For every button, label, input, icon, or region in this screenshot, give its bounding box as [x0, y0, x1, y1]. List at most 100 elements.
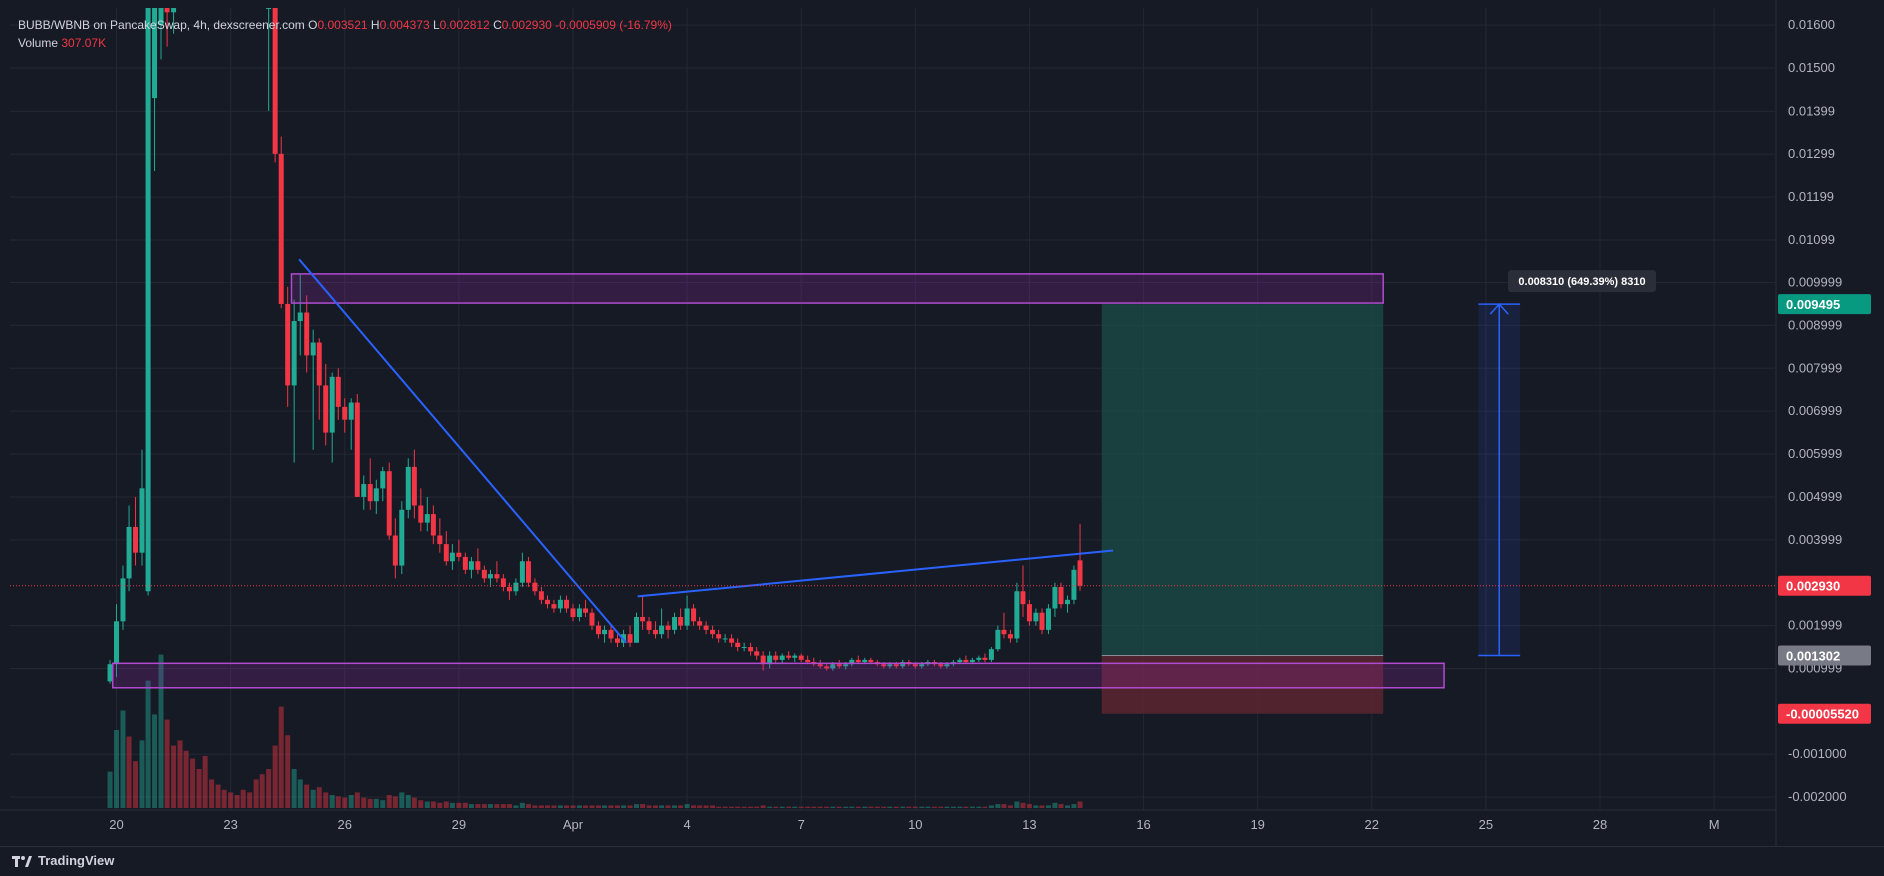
- volume-bar: [976, 806, 982, 808]
- volume-bar: [247, 792, 253, 808]
- candle-body: [855, 659, 861, 663]
- high-label: H: [370, 18, 380, 32]
- volume-bar: [304, 784, 310, 808]
- low-label: L: [432, 18, 440, 32]
- volume-bar: [919, 806, 925, 808]
- volume-bar: [583, 805, 589, 808]
- target-price-label-bg: [1778, 294, 1871, 315]
- volume-bar: [710, 805, 716, 808]
- candle-body: [754, 651, 760, 656]
- tradingview-brand[interactable]: TradingView: [12, 853, 114, 868]
- volume-bar: [1052, 802, 1058, 808]
- candle-body: [513, 582, 519, 592]
- volume-bar: [133, 761, 139, 808]
- candle-body: [830, 664, 836, 669]
- candle-body: [354, 402, 360, 497]
- volume-bar: [551, 805, 557, 808]
- candle-body: [525, 561, 531, 583]
- time-tick-label: 4: [683, 817, 690, 832]
- candle-body: [595, 625, 601, 635]
- candle-body: [544, 599, 550, 605]
- candle-body: [297, 312, 303, 322]
- candle-body: [969, 659, 975, 663]
- close-label: C: [493, 18, 502, 32]
- candle-body: [982, 657, 988, 660]
- candle-body: [1052, 586, 1058, 609]
- candle-body: [868, 659, 874, 663]
- volume-bar: [691, 805, 697, 808]
- volume-bar: [487, 804, 493, 808]
- candle-body: [152, 8, 158, 99]
- volume-bar: [152, 714, 158, 808]
- time-tick-label: 20: [109, 817, 123, 832]
- volume-bar: [329, 795, 335, 808]
- current-price-label-bg: [1778, 575, 1871, 596]
- volume-bar: [1033, 805, 1039, 808]
- candle-body: [506, 586, 512, 592]
- candle-body: [1039, 612, 1045, 630]
- current-price-label: 0.002930: [1786, 579, 1840, 594]
- volume-bar: [786, 806, 792, 808]
- candle-body: [836, 664, 842, 667]
- price-tick-label: 0.01600: [1788, 17, 1835, 32]
- volume-bars: [107, 654, 1083, 808]
- volume-bar: [253, 779, 259, 808]
- candle-body: [716, 634, 722, 639]
- volume-bar: [506, 804, 512, 808]
- candle-body: [139, 488, 145, 553]
- entry-price-label-bg: [1778, 645, 1871, 666]
- volume-bar: [272, 745, 278, 808]
- volume-bar: [900, 806, 906, 808]
- volume-bar: [773, 806, 779, 808]
- volume-bar: [767, 806, 773, 808]
- candle-body: [278, 153, 284, 304]
- time-tick-label: 13: [1022, 817, 1036, 832]
- drawings[interactable]: 0.008310 (649.39%) 8310: [10, 258, 1775, 689]
- time-tick-label: 25: [1479, 817, 1493, 832]
- volume-bar: [1026, 804, 1032, 808]
- candle-body: [608, 629, 614, 639]
- candle-body: [792, 655, 798, 658]
- volume-bar: [982, 806, 988, 808]
- candle-body: [424, 514, 430, 523]
- volume-bar: [849, 806, 855, 808]
- volume-bar: [653, 805, 659, 808]
- volume-bar: [196, 769, 202, 808]
- volume-bar: [760, 805, 766, 808]
- arrow-up-icon: [1489, 303, 1509, 315]
- candle-body: [564, 599, 570, 609]
- time-tick-label: 7: [798, 817, 805, 832]
- volume-bar: [716, 806, 722, 808]
- time-tick-label: 16: [1136, 817, 1150, 832]
- volume-bar: [1058, 804, 1064, 808]
- candle-body: [729, 638, 735, 643]
- candle-body: [646, 621, 652, 630]
- volume-bar: [722, 806, 728, 808]
- volume-bar: [234, 795, 240, 808]
- candle-body: [995, 629, 1001, 650]
- candle-body: [893, 664, 899, 667]
- volume-bar: [316, 787, 322, 808]
- candle-body: [678, 617, 684, 626]
- volume-bar: [1064, 805, 1070, 808]
- position-tool[interactable]: [1101, 304, 1384, 714]
- target-price-label: 0.009495: [1786, 297, 1840, 312]
- volume-bar: [380, 800, 386, 808]
- candle-body: [1033, 612, 1039, 622]
- volume-bar: [114, 730, 120, 808]
- chart-legend: BUBB/WBNB on PancakeSwap, 4h, dexscreene…: [18, 16, 672, 52]
- candle-body: [881, 664, 887, 667]
- candle-body: [462, 556, 468, 570]
- candle-body: [120, 578, 126, 622]
- volume-bar: [633, 804, 639, 808]
- candle-body: [1045, 608, 1051, 630]
- candle-body: [817, 664, 823, 667]
- volume-bar: [354, 792, 360, 808]
- candle-body: [335, 376, 341, 407]
- candle-body: [266, 8, 272, 9]
- volume-bar: [215, 784, 221, 808]
- volume-bar: [285, 735, 291, 808]
- time-tick-label: 23: [223, 817, 237, 832]
- candle-body: [640, 617, 646, 622]
